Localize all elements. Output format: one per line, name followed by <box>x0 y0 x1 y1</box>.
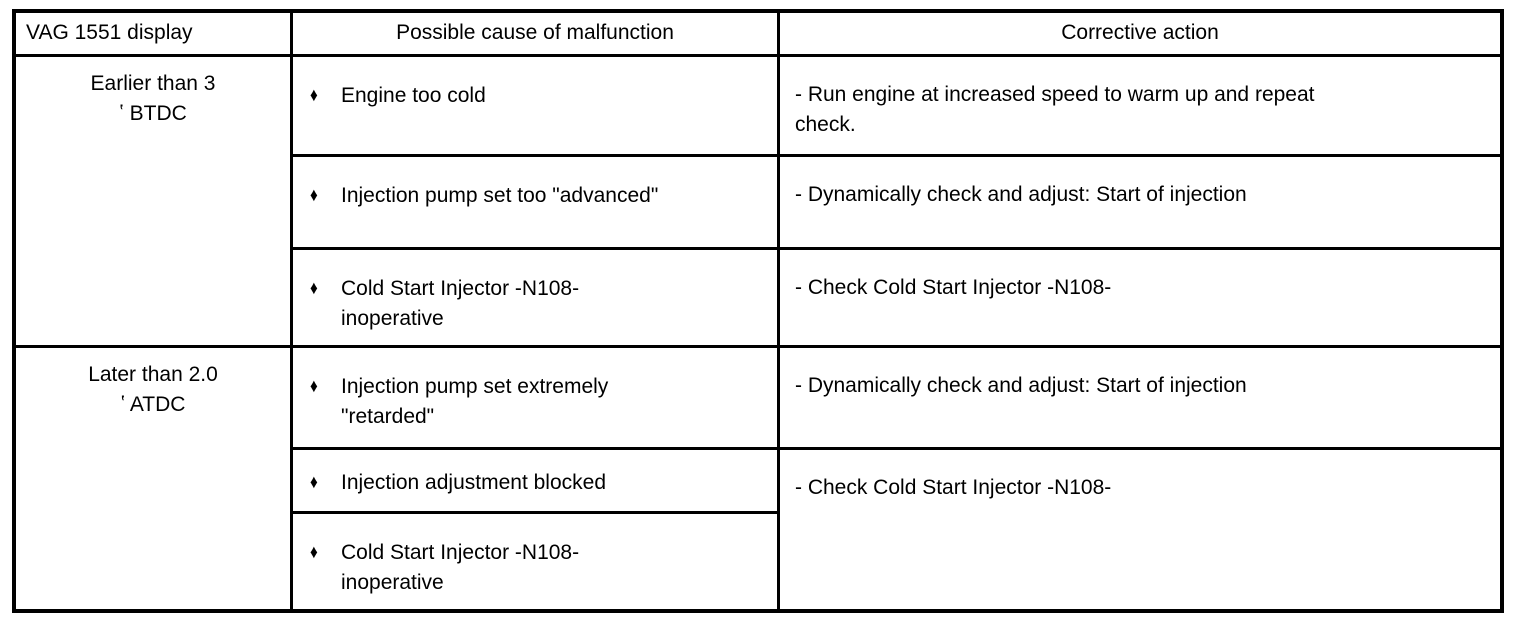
diamond-bullet-icon: ♦ <box>310 278 318 299</box>
display-value-earlier-than-3-btdc: Earlier than 3 ʽ BTDC <box>12 54 293 348</box>
action-cell: - Run engine at increased speed to warm … <box>777 54 1504 157</box>
cause-line: ♦ Injection pump set extremely "retarded… <box>310 372 767 433</box>
table-row: Earlier than 3 ʽ BTDC ♦ Engine too cold … <box>12 54 1504 348</box>
cause-line: ♦ Injection adjustment blocked <box>310 468 767 498</box>
cause-line: ♦ Cold Start Injector -N108- inoperative <box>310 538 767 599</box>
action-cell: - Dynamically check and adjust: Start of… <box>777 344 1504 450</box>
table-row: Later than 2.0 ʽ ATDC ♦ Injection pump s… <box>12 344 1504 613</box>
header-vag-1551-display: VAG 1551 display <box>12 9 293 57</box>
diamond-bullet-icon: ♦ <box>310 85 318 106</box>
cause-cell: ♦ Injection pump set too "advanced" <box>290 154 780 250</box>
action-cell: - Dynamically check and adjust: Start of… <box>777 154 1504 250</box>
cause-cell: ♦ Cold Start Injector -N108- inoperative <box>290 510 780 613</box>
diamond-bullet-icon: ♦ <box>310 471 318 493</box>
table-row: ♦ Injection adjustment blocked - Check C… <box>14 446 1504 613</box>
cause-cell: ♦ Cold Start Injector -N108- inoperative <box>290 247 780 348</box>
diamond-bullet-icon: ♦ <box>310 541 318 563</box>
diamond-bullet-icon: ♦ <box>310 375 318 397</box>
header-corrective-action: Corrective action <box>777 9 1504 57</box>
cause-cell: ♦ Injection adjustment blocked <box>290 446 780 514</box>
cause-line: ♦ Cold Start Injector -N108- inoperative <box>310 274 767 335</box>
cause-text: Injection pump set extremely "retarded" <box>341 374 609 429</box>
table-row: ♦ Cold Start Injector -N108- inoperative… <box>14 247 1504 348</box>
table-header-row: VAG 1551 display Possible cause of malfu… <box>12 9 1504 57</box>
cause-text: Injection adjustment blocked <box>341 470 606 494</box>
cause-cell: ♦ Engine too cold <box>290 54 780 157</box>
cause-text: Cold Start Injector -N108- inoperative <box>341 540 580 595</box>
header-possible-cause: Possible cause of malfunction <box>290 9 780 57</box>
table-row: ♦ Cold Start Injector -N108- inoperative <box>14 510 1502 613</box>
diamond-bullet-icon: ♦ <box>310 185 318 206</box>
action-cell: - Check Cold Start Injector -N108- <box>777 446 1504 613</box>
cause-text: Engine too cold <box>341 84 486 107</box>
display-value-later-than-2-0-atdc: Later than 2.0 ʽ ATDC <box>12 344 293 613</box>
diagnostic-table: VAG 1551 display Possible cause of malfu… <box>12 9 1504 613</box>
cause-cell: ♦ Injection pump set extremely "retarded… <box>290 344 780 450</box>
cause-line: ♦ Engine too cold <box>310 81 767 111</box>
cause-line: ♦ Injection pump set too "advanced" <box>310 181 767 211</box>
cause-text: Cold Start Injector -N108- inoperative <box>341 277 580 331</box>
table-row: ♦ Injection pump set too "advanced" - Dy… <box>14 154 1504 250</box>
cause-text: Injection pump set too "advanced" <box>341 184 659 207</box>
action-cell: - Check Cold Start Injector -N108- <box>777 247 1504 348</box>
